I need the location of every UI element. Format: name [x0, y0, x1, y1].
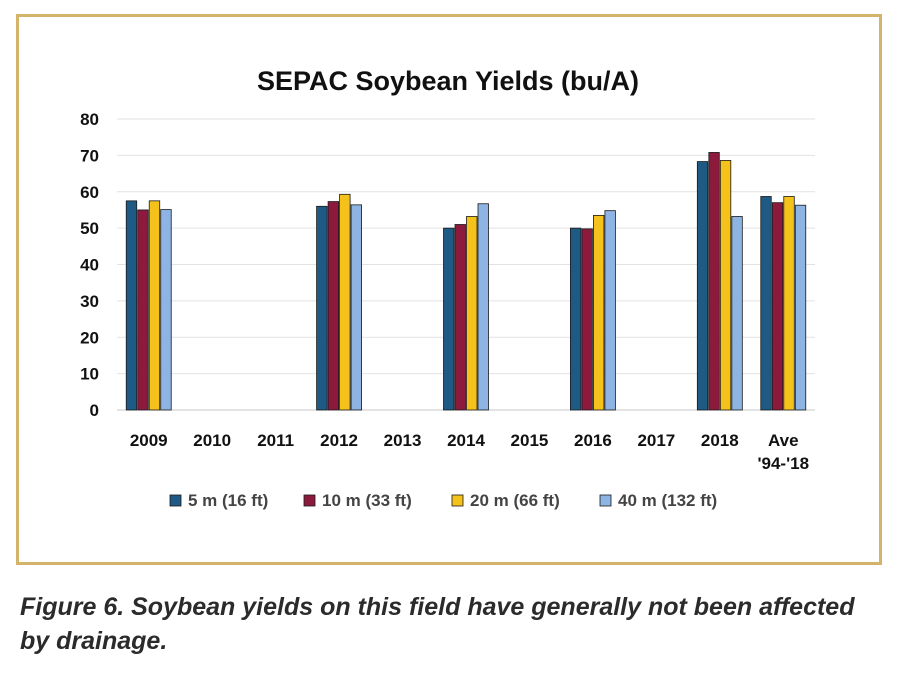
bar — [316, 205, 328, 411]
legend-swatch — [169, 494, 182, 507]
x-axis-labels: 2009 2010 2011 2012 2013 2014 2015 2016 2017 2018… — [130, 431, 809, 473]
x-tick-label: 2016 — [574, 431, 612, 450]
bar — [443, 227, 455, 411]
bar — [466, 216, 478, 411]
bar — [148, 200, 161, 411]
y-tick-label: 0 — [90, 401, 99, 420]
legend-label: 5 m (16 ft) — [188, 491, 268, 510]
bar — [454, 224, 466, 411]
legend-label: 20 m (66 ft) — [470, 491, 560, 510]
y-tick-label: 20 — [80, 328, 99, 347]
bar — [350, 204, 362, 411]
bar — [708, 152, 720, 411]
bar — [604, 210, 616, 411]
legend-swatch — [599, 494, 612, 507]
chart-title: SEPAC Soybean Yields (bu/A) — [257, 66, 639, 96]
bar — [477, 203, 489, 411]
y-tick-label: 80 — [80, 110, 99, 129]
x-tick-label: 2013 — [384, 431, 422, 450]
bar — [771, 202, 784, 411]
bar — [593, 214, 605, 411]
y-tick-label: 30 — [80, 292, 99, 311]
bar — [581, 228, 593, 411]
bar — [760, 196, 772, 411]
y-tick-label: 70 — [80, 146, 99, 165]
bar — [696, 161, 709, 411]
x-tick-label: 2011 — [257, 431, 294, 450]
x-tick-label: '94-'18 — [757, 454, 809, 473]
legend-label: 40 m (132 ft) — [618, 491, 717, 510]
legend: 5 m (16 ft) 10 m (33 ft) 20 m (66 ft) 40 m … — [169, 491, 717, 510]
y-tick-label: 60 — [80, 183, 99, 202]
y-tick-label: 40 — [80, 256, 99, 275]
legend-label: 10 m (33 ft) — [322, 491, 412, 510]
bar — [327, 201, 339, 411]
x-tick-label: 2017 — [637, 431, 675, 450]
y-tick-label: 10 — [80, 365, 99, 384]
bar — [160, 209, 172, 411]
x-tick-label: 2012 — [320, 431, 358, 450]
figure-caption: Figure 6. Soybean yields on this field h… — [20, 593, 855, 655]
x-tick-label: Ave — [768, 431, 799, 450]
bar — [339, 193, 351, 411]
y-tick-label: 50 — [80, 219, 99, 238]
legend-swatch — [303, 494, 316, 507]
x-tick-label: 2009 — [130, 431, 168, 450]
bar — [783, 196, 795, 411]
bar — [137, 209, 149, 411]
y-axis-ticks: 0 10 20 30 40 50 60 70 80 — [80, 110, 99, 420]
bar — [794, 204, 807, 411]
bar — [125, 200, 138, 411]
bar — [719, 160, 732, 411]
bars — [125, 152, 807, 411]
bar — [731, 216, 743, 411]
x-tick-label: 2018 — [701, 431, 739, 450]
x-tick-label: 2014 — [447, 431, 485, 450]
legend-swatch — [451, 494, 464, 507]
bar — [570, 227, 582, 411]
x-tick-label: 2010 — [193, 431, 231, 450]
bar-chart: SEPAC Soybean Yields (bu/A) 0 10 20 30 40 50 6… — [80, 66, 815, 510]
x-tick-label: 2015 — [511, 431, 549, 450]
